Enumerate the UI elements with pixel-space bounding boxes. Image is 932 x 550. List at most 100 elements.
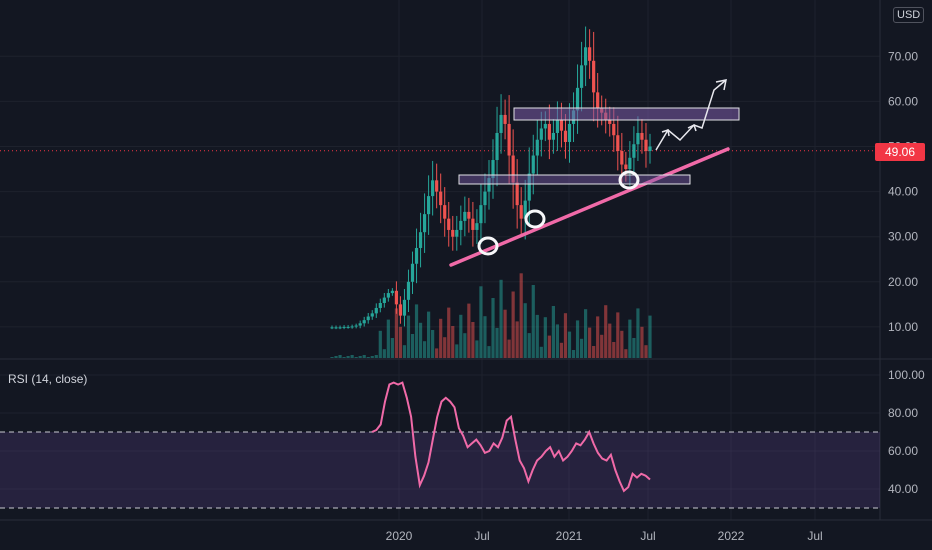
volume-bar-42 <box>499 279 503 358</box>
volume-bar-41 <box>495 327 499 358</box>
volume-bar-49 <box>527 333 531 358</box>
candle-body-0 <box>330 327 334 329</box>
candle-body-51 <box>535 139 539 156</box>
volume-bar-57 <box>559 342 564 358</box>
candle-body-57 <box>559 119 564 131</box>
drawing-annotations[interactable] <box>449 79 740 267</box>
candle-body-38 <box>483 191 487 206</box>
volume-bar-14 <box>386 319 390 358</box>
volume-bar-3 <box>342 357 346 358</box>
volume-bar-26 <box>435 348 439 358</box>
volume-bar-39 <box>487 346 491 358</box>
time-axis[interactable]: 2020 Jul 2021 Jul 2022 Jul <box>386 529 823 543</box>
volume-bar-52 <box>539 346 543 358</box>
rsi-band-fill <box>0 432 880 508</box>
candle-body-21 <box>414 247 419 264</box>
resistance-zone <box>513 107 740 121</box>
volume-bar-63 <box>583 309 588 358</box>
time-tick-4: 2022 <box>718 529 745 543</box>
volume-bar-12 <box>378 330 382 358</box>
last-price-tag: 49.06 <box>875 143 925 161</box>
volume-bar-20 <box>410 334 415 358</box>
volume-bar-16 <box>394 308 399 358</box>
volume-bar-68 <box>604 305 608 358</box>
candle-body-52 <box>539 128 543 140</box>
candle-body-41 <box>495 132 499 161</box>
candle-body-22 <box>418 232 423 248</box>
price-tick-1: 20.00 <box>888 275 918 289</box>
candle-body-59 <box>567 123 572 142</box>
candle-body-72 <box>620 151 624 165</box>
candle-body-31 <box>455 229 459 237</box>
volume-bar-56 <box>555 324 560 358</box>
volume-bar-33 <box>463 333 467 358</box>
bounce-circle-2 <box>618 170 640 190</box>
volume-bar-22 <box>418 322 423 358</box>
candle-body-75 <box>632 144 636 158</box>
candle-body-26 <box>435 180 439 192</box>
candle-body-30 <box>451 229 455 237</box>
candle-body-74 <box>628 157 632 170</box>
candle-body-18 <box>402 299 407 316</box>
candle-body-43 <box>503 114 507 124</box>
volume-bar-46 <box>515 321 519 358</box>
rsi-axis[interactable]: 40.00 60.00 80.00 100.00 <box>888 368 925 496</box>
candle-body-14 <box>386 293 390 298</box>
time-tick-5: Jul <box>807 529 822 543</box>
volume-bar-60 <box>571 350 576 358</box>
candle-body-12 <box>378 302 382 308</box>
rsi-band <box>0 431 880 509</box>
candle-body-7 <box>358 323 362 326</box>
volume-bar-75 <box>632 338 636 358</box>
price-tick-5: 60.00 <box>888 94 918 108</box>
candle-body-63 <box>583 47 588 66</box>
volume-bar-34 <box>467 303 471 358</box>
candle-body-10 <box>370 313 374 317</box>
volume-bar-79 <box>648 315 652 358</box>
candle-body-39 <box>487 178 491 192</box>
candle-body-71 <box>616 135 620 152</box>
candle-body-23 <box>422 214 427 233</box>
candle-body-56 <box>555 119 560 133</box>
volume-bar-7 <box>358 356 362 358</box>
candle-body-20 <box>410 263 415 282</box>
candle-body-69 <box>608 119 612 124</box>
volume-bar-48 <box>523 303 527 358</box>
rsi-tick-2: 80.00 <box>888 406 918 420</box>
candle-body-29 <box>447 218 451 230</box>
candle-body-35 <box>471 218 475 230</box>
volume-bar-71 <box>616 312 620 358</box>
volume-bar-30 <box>451 326 455 358</box>
volume-bar-59 <box>567 331 572 358</box>
candle-body-32 <box>459 220 463 230</box>
bounce-circle-1 <box>524 209 546 229</box>
volume-bar-47 <box>519 273 523 358</box>
candle-body-66 <box>596 92 600 109</box>
candle-body-58 <box>563 130 568 142</box>
time-tick-1: Jul <box>474 529 489 543</box>
volume-bar-28 <box>443 337 447 358</box>
candle-body-50 <box>531 155 535 174</box>
projection-arrow-3 <box>715 79 727 91</box>
volume-bar-9 <box>366 357 370 358</box>
volume-bar-45 <box>511 291 515 358</box>
candle-body-1 <box>334 327 338 329</box>
projection-arrow-1 <box>661 129 670 137</box>
rsi-series-line <box>371 381 651 493</box>
indicator-title[interactable]: RSI (14, close) <box>8 372 88 386</box>
candle-body-76 <box>636 132 640 145</box>
candle-body-45 <box>511 155 515 183</box>
volume-bar-13 <box>382 349 386 358</box>
candle-body-70 <box>612 123 616 136</box>
bounce-circle-0 <box>477 236 499 256</box>
candle-body-40 <box>491 160 495 179</box>
currency-label[interactable]: USD <box>893 7 925 23</box>
volume-bar-24 <box>427 311 431 358</box>
volume-bar-74 <box>628 319 632 358</box>
volume-bar-35 <box>471 322 475 358</box>
volume-bar-61 <box>575 320 580 358</box>
candle-body-15 <box>390 290 394 294</box>
candle-body-73 <box>624 164 628 170</box>
candle-body-46 <box>515 182 519 206</box>
